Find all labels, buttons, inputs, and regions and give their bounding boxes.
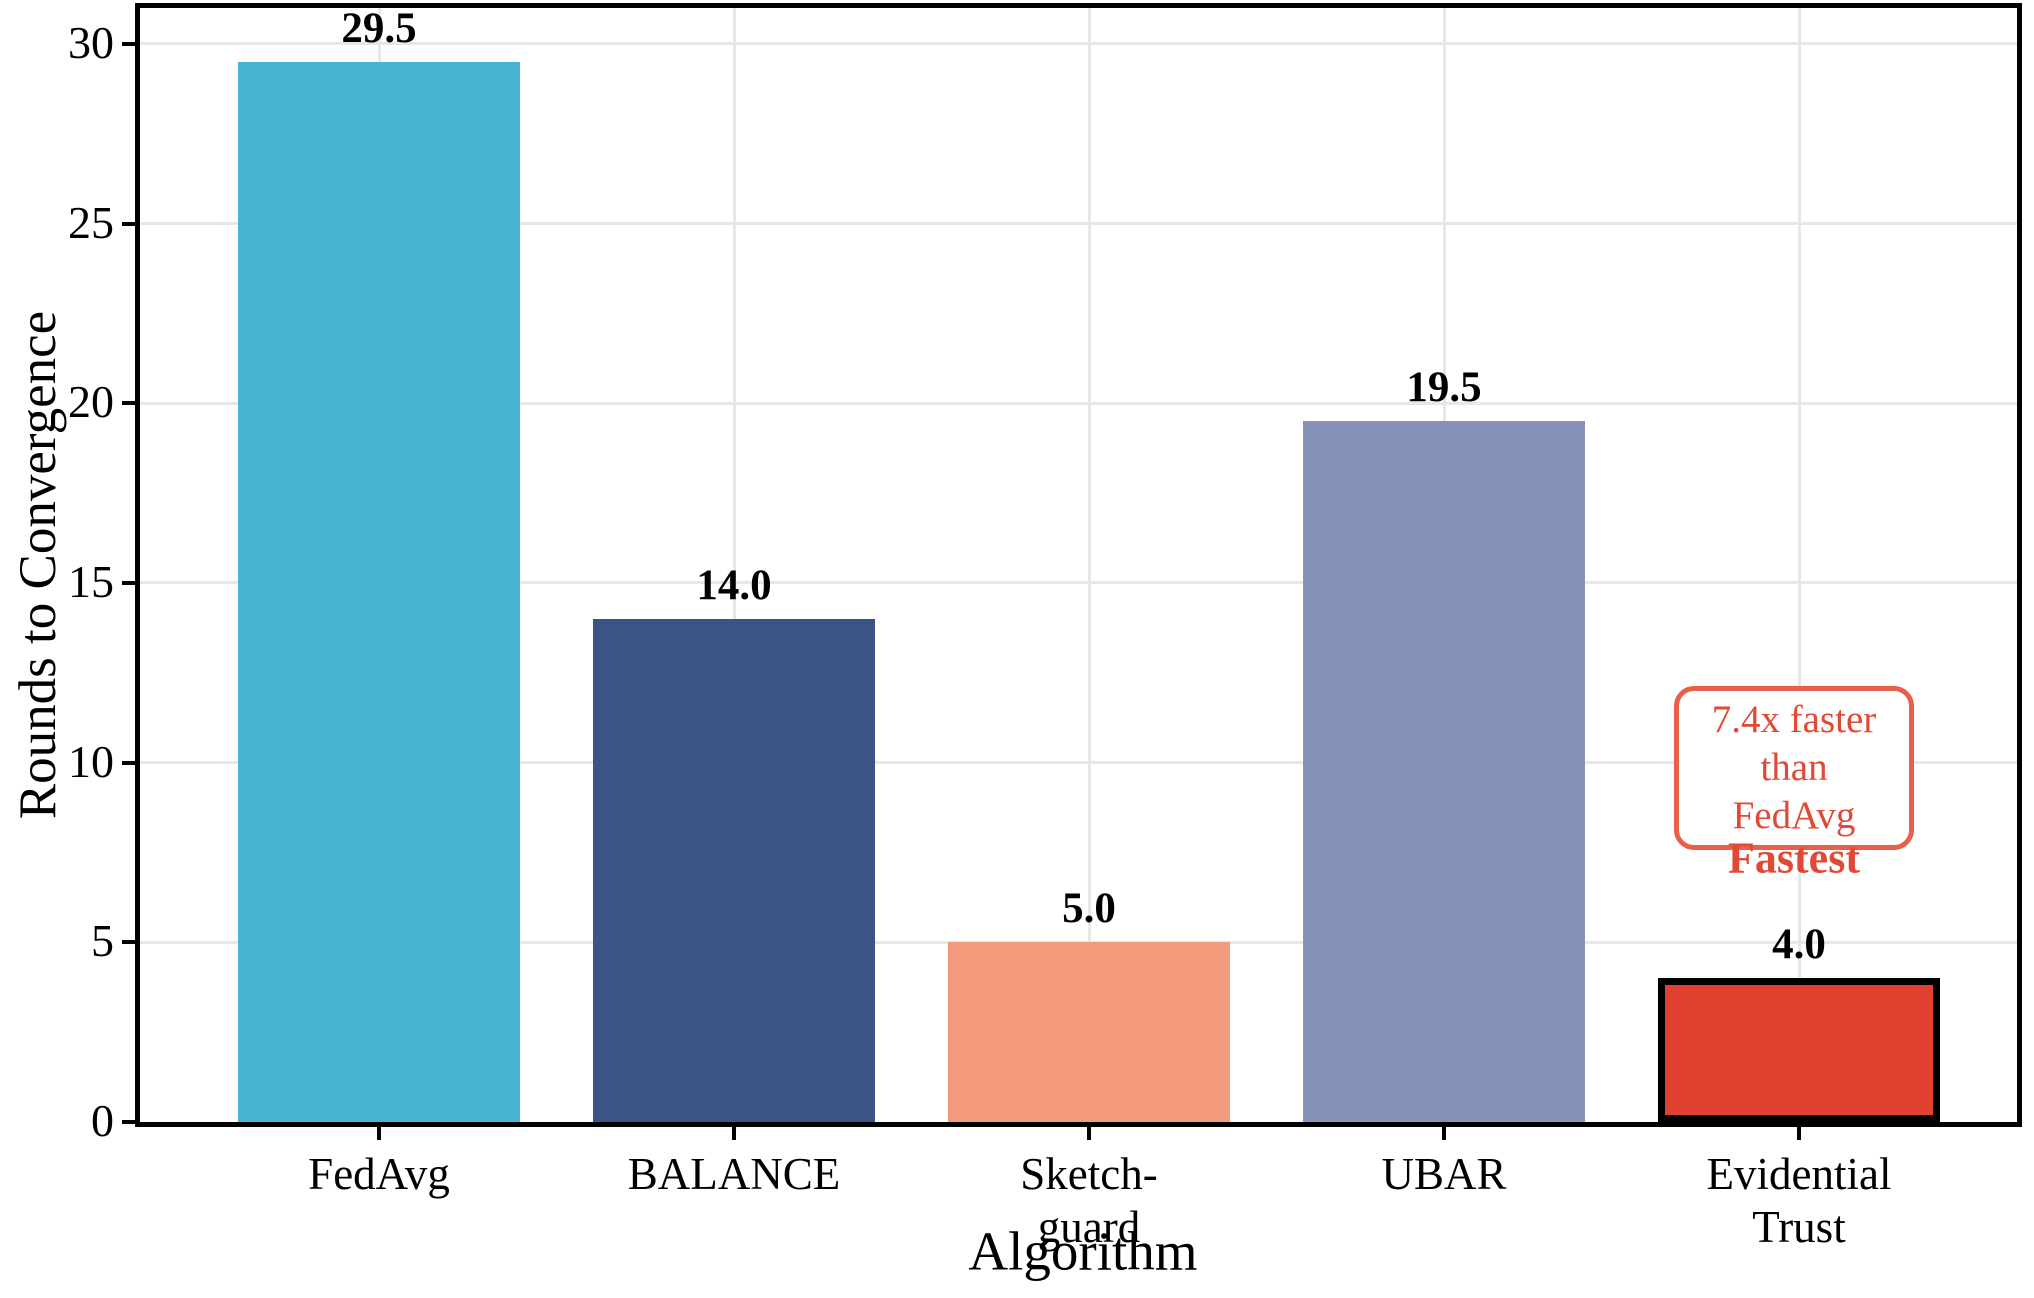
y-tick-label: 20 xyxy=(68,376,114,428)
y-tick-label: 0 xyxy=(91,1095,114,1147)
bar-value-label: 14.0 xyxy=(696,561,772,609)
y-axis-tick xyxy=(122,401,139,406)
y-tick-label: 15 xyxy=(68,556,114,608)
bar-fedavg xyxy=(238,61,520,1122)
x-axis-tick xyxy=(732,1122,736,1140)
y-axis-tick xyxy=(122,221,139,226)
x-axis-label: Algorithm xyxy=(968,1220,1198,1282)
y-axis-tick xyxy=(122,760,139,765)
annotation-fastest-label: Fastest xyxy=(1728,833,1860,883)
y-gridline xyxy=(140,581,2017,585)
y-axis-tick xyxy=(122,1120,139,1124)
y-gridline xyxy=(140,761,2017,765)
x-gridline xyxy=(1087,8,1091,1122)
y-axis-tick xyxy=(122,940,139,945)
x-gridline xyxy=(1797,8,1801,1122)
bar-value-label: 29.5 xyxy=(341,4,417,52)
bar-balance xyxy=(593,618,875,1122)
x-tick-label: BALANCE xyxy=(627,1149,841,1199)
y-gridline xyxy=(140,222,2017,226)
y-tick-label: 5 xyxy=(91,915,114,967)
x-axis-tick xyxy=(377,1122,381,1140)
y-gridline xyxy=(140,401,2017,405)
bar-value-label: 19.5 xyxy=(1406,364,1482,412)
x-axis-tick xyxy=(1442,1122,1446,1140)
y-gridline xyxy=(140,42,2017,46)
y-tick-label: 30 xyxy=(68,17,114,69)
bar-evidentialtrust xyxy=(1658,978,1940,1122)
x-gridline xyxy=(732,8,736,1122)
x-tick-label: UBAR xyxy=(1381,1149,1507,1199)
bar-sketchguard xyxy=(948,942,1230,1122)
y-axis-tick xyxy=(122,580,139,585)
y-axis-label: Rounds to Convergence xyxy=(9,310,67,820)
y-tick-label: 10 xyxy=(68,735,114,787)
bar-ubar xyxy=(1303,421,1585,1122)
x-tick-label: Sketch- guard xyxy=(1020,1149,1158,1252)
bar-value-label: 5.0 xyxy=(1062,885,1116,933)
y-axis-tick xyxy=(122,41,139,46)
y-tick-label: 25 xyxy=(68,196,114,248)
x-axis-tick xyxy=(1087,1122,1091,1140)
x-tick-label: FedAvg xyxy=(308,1149,450,1199)
x-tick-label: Evidential Trust xyxy=(1706,1149,1892,1252)
bar-value-label: 4.0 xyxy=(1772,921,1826,969)
annotation-speedup-box: 7.4x faster than FedAvg xyxy=(1674,686,1914,850)
x-axis-tick xyxy=(1797,1122,1801,1140)
